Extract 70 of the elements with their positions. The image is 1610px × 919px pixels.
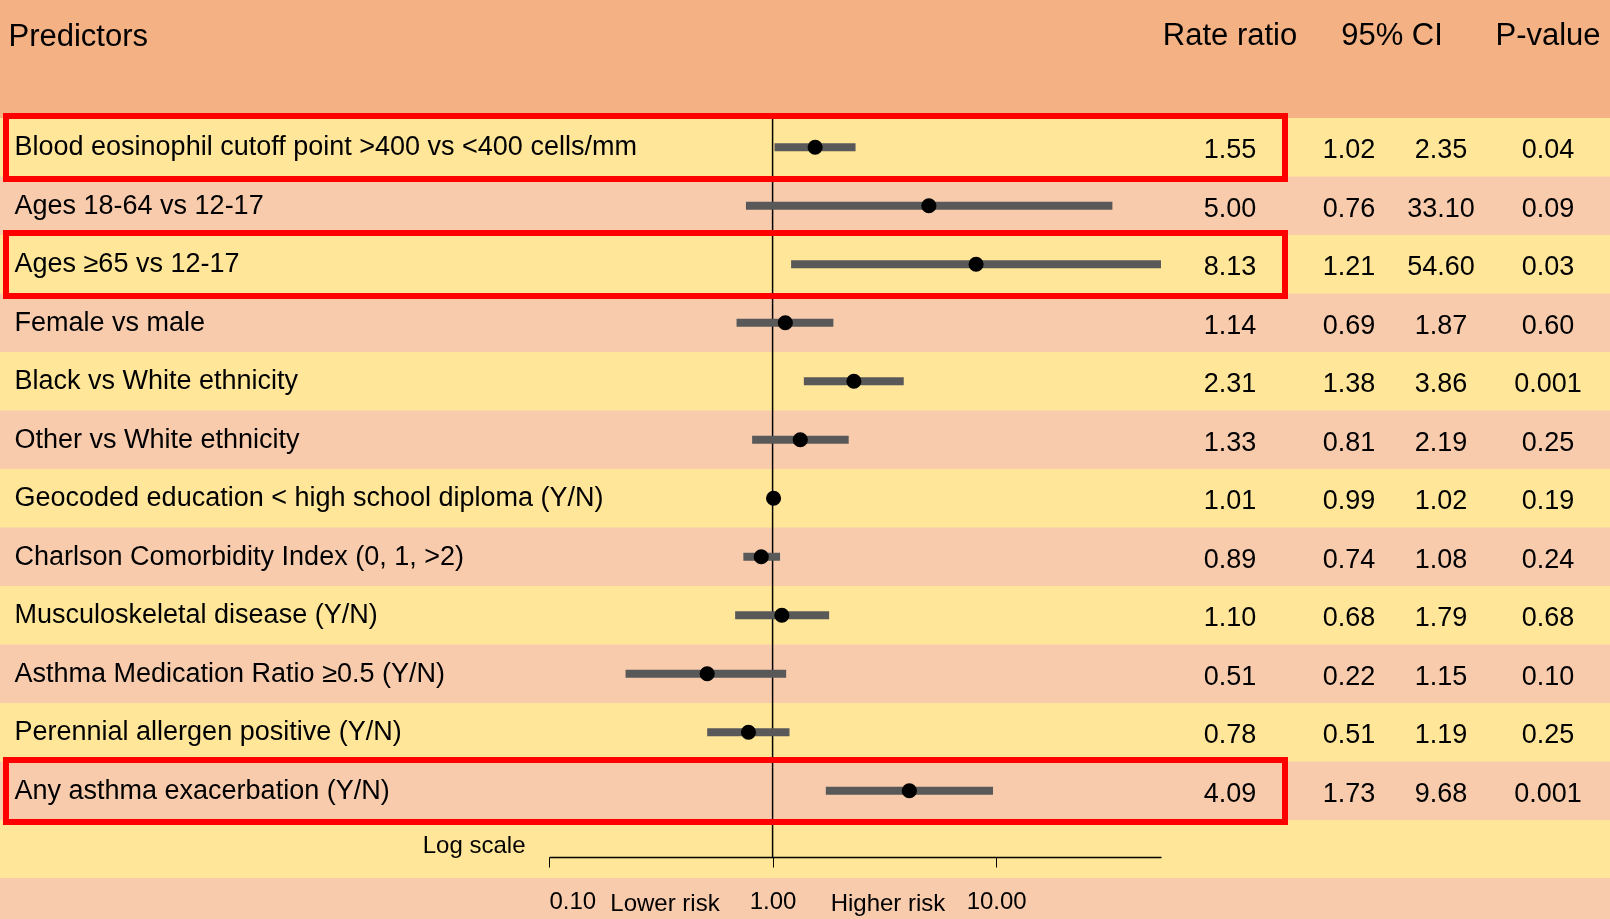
- y-tick-label: Female vs male: [14, 306, 206, 337]
- y-axis-title: Predictors: [8, 17, 149, 53]
- text: 0.81: [1322, 426, 1376, 457]
- y-tick-label: Any asthma exacerbation (Y/N): [14, 774, 390, 805]
- text: 0.60: [1521, 309, 1575, 340]
- text: 3.86: [1414, 368, 1468, 399]
- text: 0.001: [1514, 777, 1582, 808]
- data-label: 0.78: [1203, 719, 1257, 750]
- x-tick-label: 1.00: [749, 886, 797, 914]
- y-tick-label: Ages 18-64 vs 12-17: [14, 189, 264, 220]
- text: P-value: [1495, 17, 1601, 52]
- data-label: 1.01: [1203, 485, 1257, 516]
- data-label: 1.55: [1203, 134, 1257, 165]
- data-label: 5.00: [1203, 192, 1257, 223]
- text: 9.68: [1414, 777, 1468, 808]
- text: 2.19: [1414, 426, 1468, 457]
- text: 1.73: [1322, 777, 1376, 808]
- text: 0.74: [1322, 543, 1376, 574]
- text: 2.35: [1414, 134, 1468, 165]
- text: 0.24: [1521, 543, 1575, 574]
- text: 0.22: [1322, 660, 1376, 691]
- text: 0.04: [1521, 134, 1575, 165]
- y-tick-label: Geocoded education < high school diploma (Y/N): [14, 482, 604, 513]
- y-tick-label: Perennial allergen positive (Y/N): [14, 716, 402, 747]
- text: 0.76: [1322, 192, 1376, 223]
- text: Lower risk: [610, 889, 721, 916]
- data-label: 8.13: [1203, 251, 1257, 282]
- data-label: 0.51: [1203, 660, 1257, 691]
- text: 95% CI: [1341, 17, 1443, 52]
- text: 0.10: [1521, 660, 1575, 691]
- y-tick-label: Asthma Medication Ratio ≥0.5 (Y/N): [14, 657, 445, 688]
- x-tick-label: 10.00: [966, 886, 1027, 914]
- y-tick-label: Blood eosinophil cutoff point >400 vs <400 cells/mm: [14, 131, 637, 162]
- data-label: 0.89: [1203, 543, 1257, 574]
- text: 0.69: [1322, 309, 1376, 340]
- x-tick-label: 0.10: [549, 886, 597, 914]
- y-tick-label: Charlson Comorbidity Index (0, 1, >2): [14, 540, 464, 571]
- text: 0.51: [1322, 719, 1376, 750]
- text: 0.001: [1514, 368, 1582, 399]
- y-tick-label: Black vs White ethnicity: [14, 365, 299, 396]
- text: 1.19: [1414, 719, 1468, 750]
- y-tick-label: Other vs White ethnicity: [14, 423, 301, 454]
- text: 54.60: [1407, 251, 1475, 282]
- text: 33.10: [1407, 192, 1475, 223]
- text: 1.15: [1414, 660, 1468, 691]
- text: 0.19: [1521, 485, 1575, 516]
- y-tick-label: Musculoskeletal disease (Y/N): [14, 599, 378, 630]
- text: 0.09: [1521, 192, 1575, 223]
- data-label: 1.14: [1203, 309, 1257, 340]
- text: 1.38: [1322, 368, 1376, 399]
- text: 0.25: [1521, 426, 1575, 457]
- data-label: 1.10: [1203, 602, 1257, 633]
- text: 0.99: [1322, 485, 1376, 516]
- data-label: 1.33: [1203, 426, 1257, 457]
- text: 0.68: [1521, 602, 1575, 633]
- text: 1.02: [1322, 134, 1376, 165]
- text: 1.02: [1414, 485, 1468, 516]
- text: Rate ratio: [1162, 17, 1298, 52]
- text: 1.79: [1414, 602, 1468, 633]
- text: 1.21: [1322, 251, 1376, 282]
- text: 0.68: [1322, 602, 1376, 633]
- text: 1.08: [1414, 543, 1468, 574]
- data-label: 2.31: [1203, 368, 1257, 399]
- x-axis-title: Log scale: [422, 830, 526, 858]
- text: 0.03: [1521, 251, 1575, 282]
- text: 1.87: [1414, 309, 1468, 340]
- y-tick-label: Ages ≥65 vs 12-17: [14, 248, 240, 279]
- text: 0.25: [1521, 719, 1575, 750]
- text: Higher risk: [830, 889, 947, 916]
- data-label: 4.09: [1203, 777, 1257, 808]
